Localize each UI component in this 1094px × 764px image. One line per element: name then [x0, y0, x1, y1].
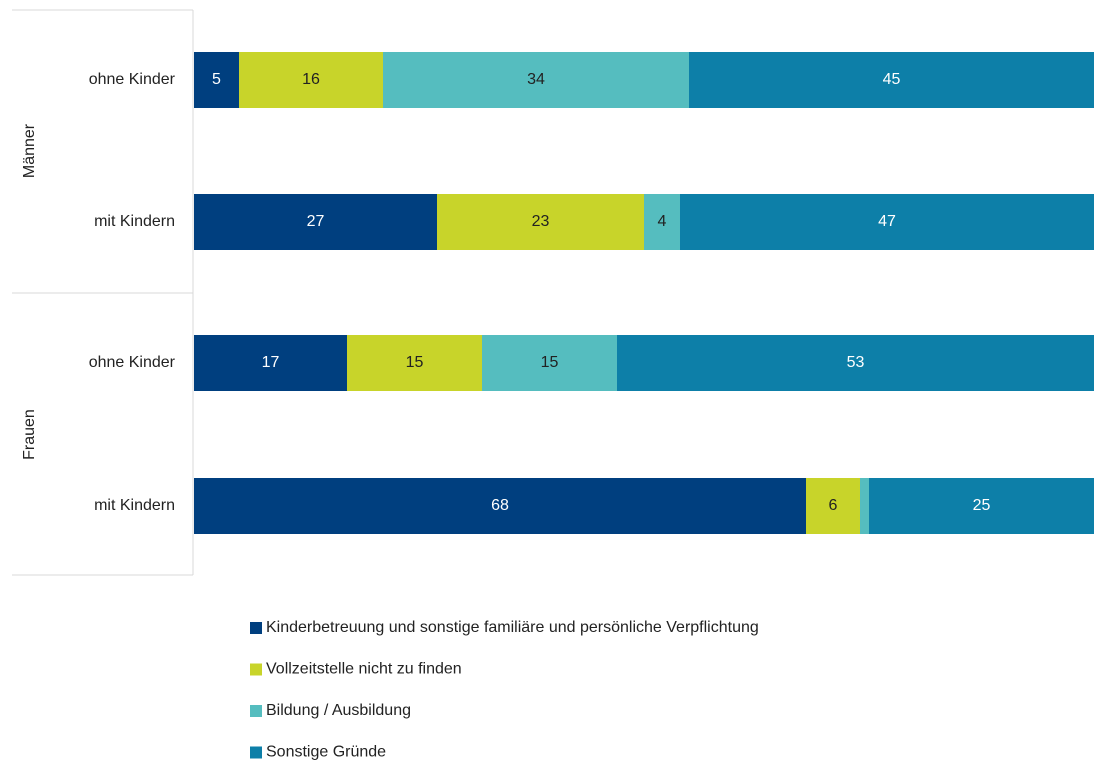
bar-segment — [644, 194, 680, 250]
legend-swatch — [250, 746, 262, 759]
bar-segment — [194, 194, 437, 250]
bar-segment — [869, 478, 1094, 534]
bar-segment — [347, 335, 482, 391]
bar-segment — [194, 335, 347, 391]
bar-segment — [239, 52, 383, 108]
bar-segment — [689, 52, 1094, 108]
y-tick-label: ohne Kinder — [89, 354, 176, 371]
data-label: 25 — [973, 497, 991, 514]
bar-segment — [617, 335, 1094, 391]
data-label: 15 — [541, 354, 559, 371]
data-label: 16 — [302, 71, 320, 88]
y-tick-label: mit Kindern — [94, 497, 175, 514]
data-label: 23 — [532, 213, 550, 230]
legend-label: Vollzeitstelle nicht zu finden — [266, 661, 462, 678]
bar-segment — [860, 478, 869, 534]
bar-segment — [806, 478, 860, 534]
data-label: 34 — [527, 71, 545, 88]
data-label: 45 — [883, 71, 901, 88]
y-tick-label: mit Kindern — [94, 213, 175, 230]
data-label: 4 — [658, 213, 667, 230]
bar-segment — [437, 194, 644, 250]
data-label: 15 — [406, 354, 424, 371]
data-label: 17 — [262, 354, 280, 371]
data-label: 27 — [307, 213, 325, 230]
legend-swatch — [250, 705, 262, 717]
group-label: Frauen — [21, 409, 38, 460]
legend-swatch — [250, 663, 262, 676]
data-label: 53 — [847, 354, 865, 371]
data-label: 6 — [829, 497, 838, 514]
data-label: 68 — [491, 497, 509, 514]
y-tick-label: ohne Kinder — [89, 71, 176, 88]
group-label: Männer — [21, 123, 38, 178]
data-label: 5 — [212, 71, 221, 88]
bar-segment — [194, 52, 239, 108]
bar-segment — [194, 478, 806, 534]
legend-label: Sonstige Gründe — [266, 744, 386, 761]
bar-segment — [383, 52, 689, 108]
data-label: 47 — [878, 213, 896, 230]
plot: 5 16 34 45 27 23 4 47 17 15 15 53 68 6 25 — [194, 52, 1094, 534]
legend-label: Kinderbetreuung und sonstige familiäre u… — [266, 619, 759, 636]
legend-label: Bildung / Ausbildung — [266, 702, 411, 719]
bar-segment — [680, 194, 1094, 250]
legend-swatch — [250, 622, 262, 634]
bar-segment — [482, 335, 617, 391]
